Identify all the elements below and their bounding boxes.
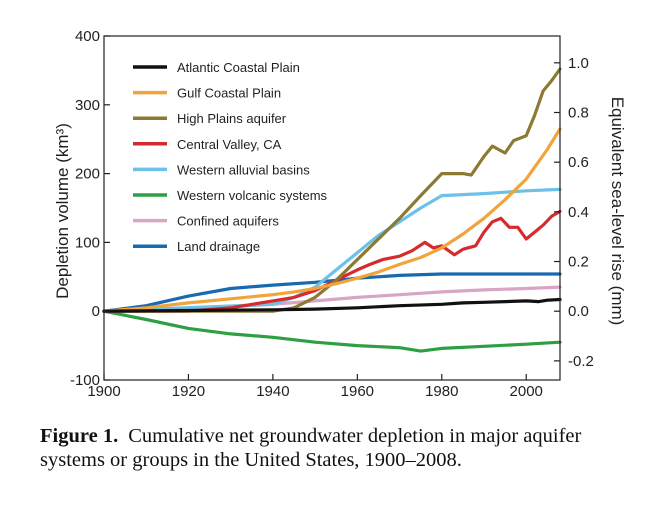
y-tick-label: 200: [75, 166, 100, 183]
y2-axis-title: Equivalent sea-level rise (mm): [608, 97, 627, 326]
y2-tick-label: 0.2: [568, 254, 589, 271]
legend-label: Confined aquifers: [177, 214, 279, 229]
series-line-atlantic-coastal-plain: [102, 297, 562, 313]
tick-layer: 1900 1920 1940 1960 1980 2000 -100 0 100 200 300 40…: [70, 28, 594, 400]
y2-tick-label: 0.4: [568, 204, 589, 221]
legend-label: Land drainage: [177, 239, 260, 254]
legend: Atlantic Coastal Plain Gulf Coastal Plain…: [133, 60, 328, 254]
legend-label: Atlantic Coastal Plain: [177, 60, 300, 75]
figure-caption: Figure 1. Cumulative net groundwater depl…: [40, 424, 650, 472]
series-line-central-valley-ca: [102, 209, 562, 313]
caption-label: Figure 1.: [40, 425, 119, 447]
plot-frame: [103, 35, 561, 381]
y-tick-label: 300: [75, 97, 100, 114]
y-tick-label: 100: [75, 234, 100, 251]
legend-label: Western volcanic systems: [177, 188, 328, 203]
series-line-western-volcanic-systems: [102, 309, 562, 353]
x-tick-label: 2000: [510, 383, 543, 400]
y2-tick-label: 0.0: [568, 303, 589, 320]
caption-text: Cumulative net groundwater depletion in …: [40, 425, 582, 471]
x-tick-label: 1940: [256, 383, 289, 400]
y2-tick-label: 0.6: [568, 154, 589, 171]
x-tick-label: 1920: [172, 383, 205, 400]
series-layer: [102, 67, 562, 353]
x-tick-label: 1960: [341, 383, 374, 400]
series-line-gulf-coastal-plain: [102, 127, 562, 313]
series-line-high-plains-aquifer: [102, 67, 562, 313]
legend-label: High Plains aquifer: [177, 111, 287, 126]
y2-tick-label: 0.8: [568, 104, 589, 121]
x-tick-label: 1980: [425, 383, 458, 400]
y-axis-title: Depletion volume (km³): [53, 123, 72, 299]
y-tick-label: 0: [92, 303, 100, 320]
x-tick-label: 1900: [87, 383, 120, 400]
depletion-chart: 1900 1920 1940 1960 1980 2000 -100 0 100 200 300 40…: [53, 28, 627, 400]
legend-label: Central Valley, CA: [177, 137, 282, 152]
legend-label: Western alluvial basins: [177, 162, 310, 177]
series-line-western-alluvial-basins: [102, 187, 562, 313]
legend-label: Gulf Coastal Plain: [177, 86, 281, 101]
y-tick-label: 400: [75, 28, 100, 45]
y2-tick-label: 1.0: [568, 55, 589, 72]
y2-tick-label: -0.2: [568, 353, 594, 370]
y-tick-label: -100: [70, 372, 100, 389]
